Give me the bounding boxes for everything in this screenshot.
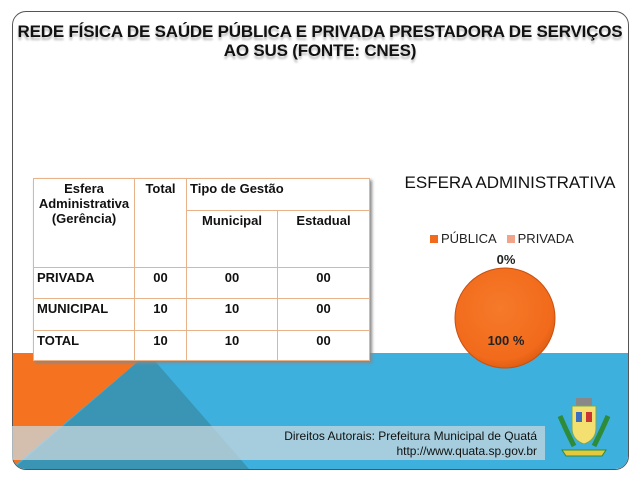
chart-title: ESFERA ADMINISTRATIVA xyxy=(404,173,616,192)
cell-total: 10 xyxy=(134,330,187,361)
row-label: MUNICIPAL xyxy=(33,298,135,331)
website-link[interactable]: http://www.quata.sp.gov.br xyxy=(396,444,537,458)
cell-municipal: 10 xyxy=(186,330,278,361)
slide-title: REDE FÍSICA DE SAÚDE PÚBLICA E PRIVADA P… xyxy=(0,22,640,60)
cell-estadual: 00 xyxy=(277,298,370,331)
header-esfera: Esfera Administrativa (Gerência) xyxy=(33,178,135,268)
row-label: PRIVADA xyxy=(33,267,135,299)
legend-swatch xyxy=(430,235,438,243)
title-line-1: REDE FÍSICA DE SAÚDE PÚBLICA E PRIVADA P… xyxy=(17,22,623,41)
row-label: TOTAL xyxy=(33,330,135,361)
copyright-text: Direitos Autorais: Prefeitura Municipal … xyxy=(284,429,537,443)
table-row: PRIVADA 00 00 00 xyxy=(33,267,370,299)
cell-total: 00 xyxy=(134,267,187,299)
header-tipo-gestao: Tipo de Gestão xyxy=(186,178,370,211)
legend-swatch xyxy=(506,235,515,243)
cell-estadual: 00 xyxy=(277,330,370,361)
cell-municipal: 10 xyxy=(186,298,278,331)
table-row: TOTAL 10 10 00 xyxy=(33,330,370,361)
coat-of-arms-logo xyxy=(557,398,611,457)
header-municipal: Municipal xyxy=(186,210,278,268)
cell-municipal: 00 xyxy=(186,267,278,299)
table-row: MUNICIPAL 10 10 00 xyxy=(33,298,370,331)
legend-item-privada: PRIVADA xyxy=(506,231,574,246)
pie-label-publica: 100 % xyxy=(487,333,525,348)
legend-item-publica: PÚBLICA xyxy=(430,231,497,246)
header-estadual: Estadual xyxy=(277,210,370,268)
header-total: Total xyxy=(134,178,187,268)
legend-label: PRIVADA xyxy=(517,231,574,246)
title-line-2: AO SUS (FONTE: CNES) xyxy=(223,41,417,60)
chart-legend: PÚBLICA PRIVADA xyxy=(430,231,574,246)
footer-text: Direitos Autorais: Prefeitura Municipal … xyxy=(284,429,537,459)
cell-estadual: 00 xyxy=(277,267,370,299)
pie-label-privada: 0% xyxy=(496,252,516,267)
footer-bar xyxy=(12,426,545,460)
data-table: Esfera Administrativa (Gerência) Total T… xyxy=(33,178,370,361)
legend-label: PÚBLICA xyxy=(441,231,497,246)
cell-total: 10 xyxy=(134,298,187,331)
